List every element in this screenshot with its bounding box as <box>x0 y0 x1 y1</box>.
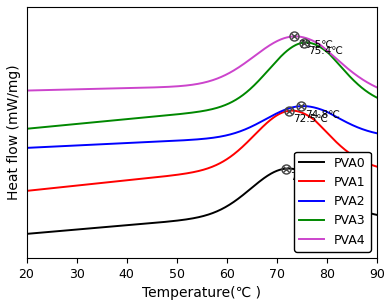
Text: 75.4℃: 75.4℃ <box>308 46 343 56</box>
PVA4 <box>24 89 29 92</box>
PVA1 <box>367 162 372 166</box>
PVA0 <box>24 232 29 236</box>
PVA3 <box>312 42 317 46</box>
PVA1 <box>312 118 317 122</box>
PVA4 <box>193 83 198 86</box>
PVA2 <box>312 106 317 109</box>
PVA0 <box>193 216 198 220</box>
PVA3 <box>233 98 238 102</box>
PVA0 <box>233 199 238 203</box>
PVA2 <box>233 131 238 135</box>
Line: PVA0: PVA0 <box>27 169 377 234</box>
PVA2 <box>191 138 195 142</box>
PVA3 <box>367 91 372 95</box>
PVA0 <box>214 210 219 213</box>
PVA0 <box>375 213 379 217</box>
Text: 73.5℃: 73.5℃ <box>298 40 333 50</box>
PVA1 <box>290 109 294 112</box>
Line: PVA1: PVA1 <box>27 111 377 191</box>
X-axis label: Temperature(℃ ): Temperature(℃ ) <box>142 286 261 300</box>
PVA3 <box>304 41 309 44</box>
PVA1 <box>193 170 198 174</box>
PVA3 <box>375 96 379 99</box>
Text: 72.5℃: 72.5℃ <box>294 114 328 124</box>
PVA2 <box>375 131 379 135</box>
PVA4 <box>293 35 298 38</box>
PVA0 <box>191 216 195 220</box>
Text: 71.8℃: 71.8℃ <box>290 172 325 182</box>
Legend: PVA0, PVA1, PVA2, PVA3, PVA4: PVA0, PVA1, PVA2, PVA3, PVA4 <box>294 152 371 251</box>
Line: PVA4: PVA4 <box>27 37 377 91</box>
PVA0 <box>367 211 372 215</box>
PVA4 <box>367 82 372 85</box>
PVA2 <box>214 135 219 139</box>
PVA0 <box>286 167 291 170</box>
PVA2 <box>301 104 306 108</box>
PVA4 <box>375 86 379 89</box>
PVA1 <box>233 151 238 155</box>
PVA4 <box>214 77 219 81</box>
Line: PVA3: PVA3 <box>27 42 377 129</box>
PVA1 <box>375 165 379 169</box>
PVA2 <box>24 146 29 150</box>
PVA1 <box>24 189 29 193</box>
PVA0 <box>312 177 317 181</box>
PVA4 <box>191 83 195 87</box>
PVA3 <box>214 106 219 110</box>
PVA1 <box>214 163 219 167</box>
PVA1 <box>191 170 195 174</box>
PVA4 <box>312 40 317 43</box>
PVA2 <box>367 130 372 133</box>
PVA4 <box>233 68 238 72</box>
PVA3 <box>24 127 29 130</box>
PVA3 <box>191 111 195 114</box>
PVA3 <box>193 111 198 114</box>
Y-axis label: Heat flow (mW/mg): Heat flow (mW/mg) <box>7 64 21 200</box>
Line: PVA2: PVA2 <box>27 106 377 148</box>
Text: 74.8℃: 74.8℃ <box>305 110 340 120</box>
PVA2 <box>193 138 198 142</box>
